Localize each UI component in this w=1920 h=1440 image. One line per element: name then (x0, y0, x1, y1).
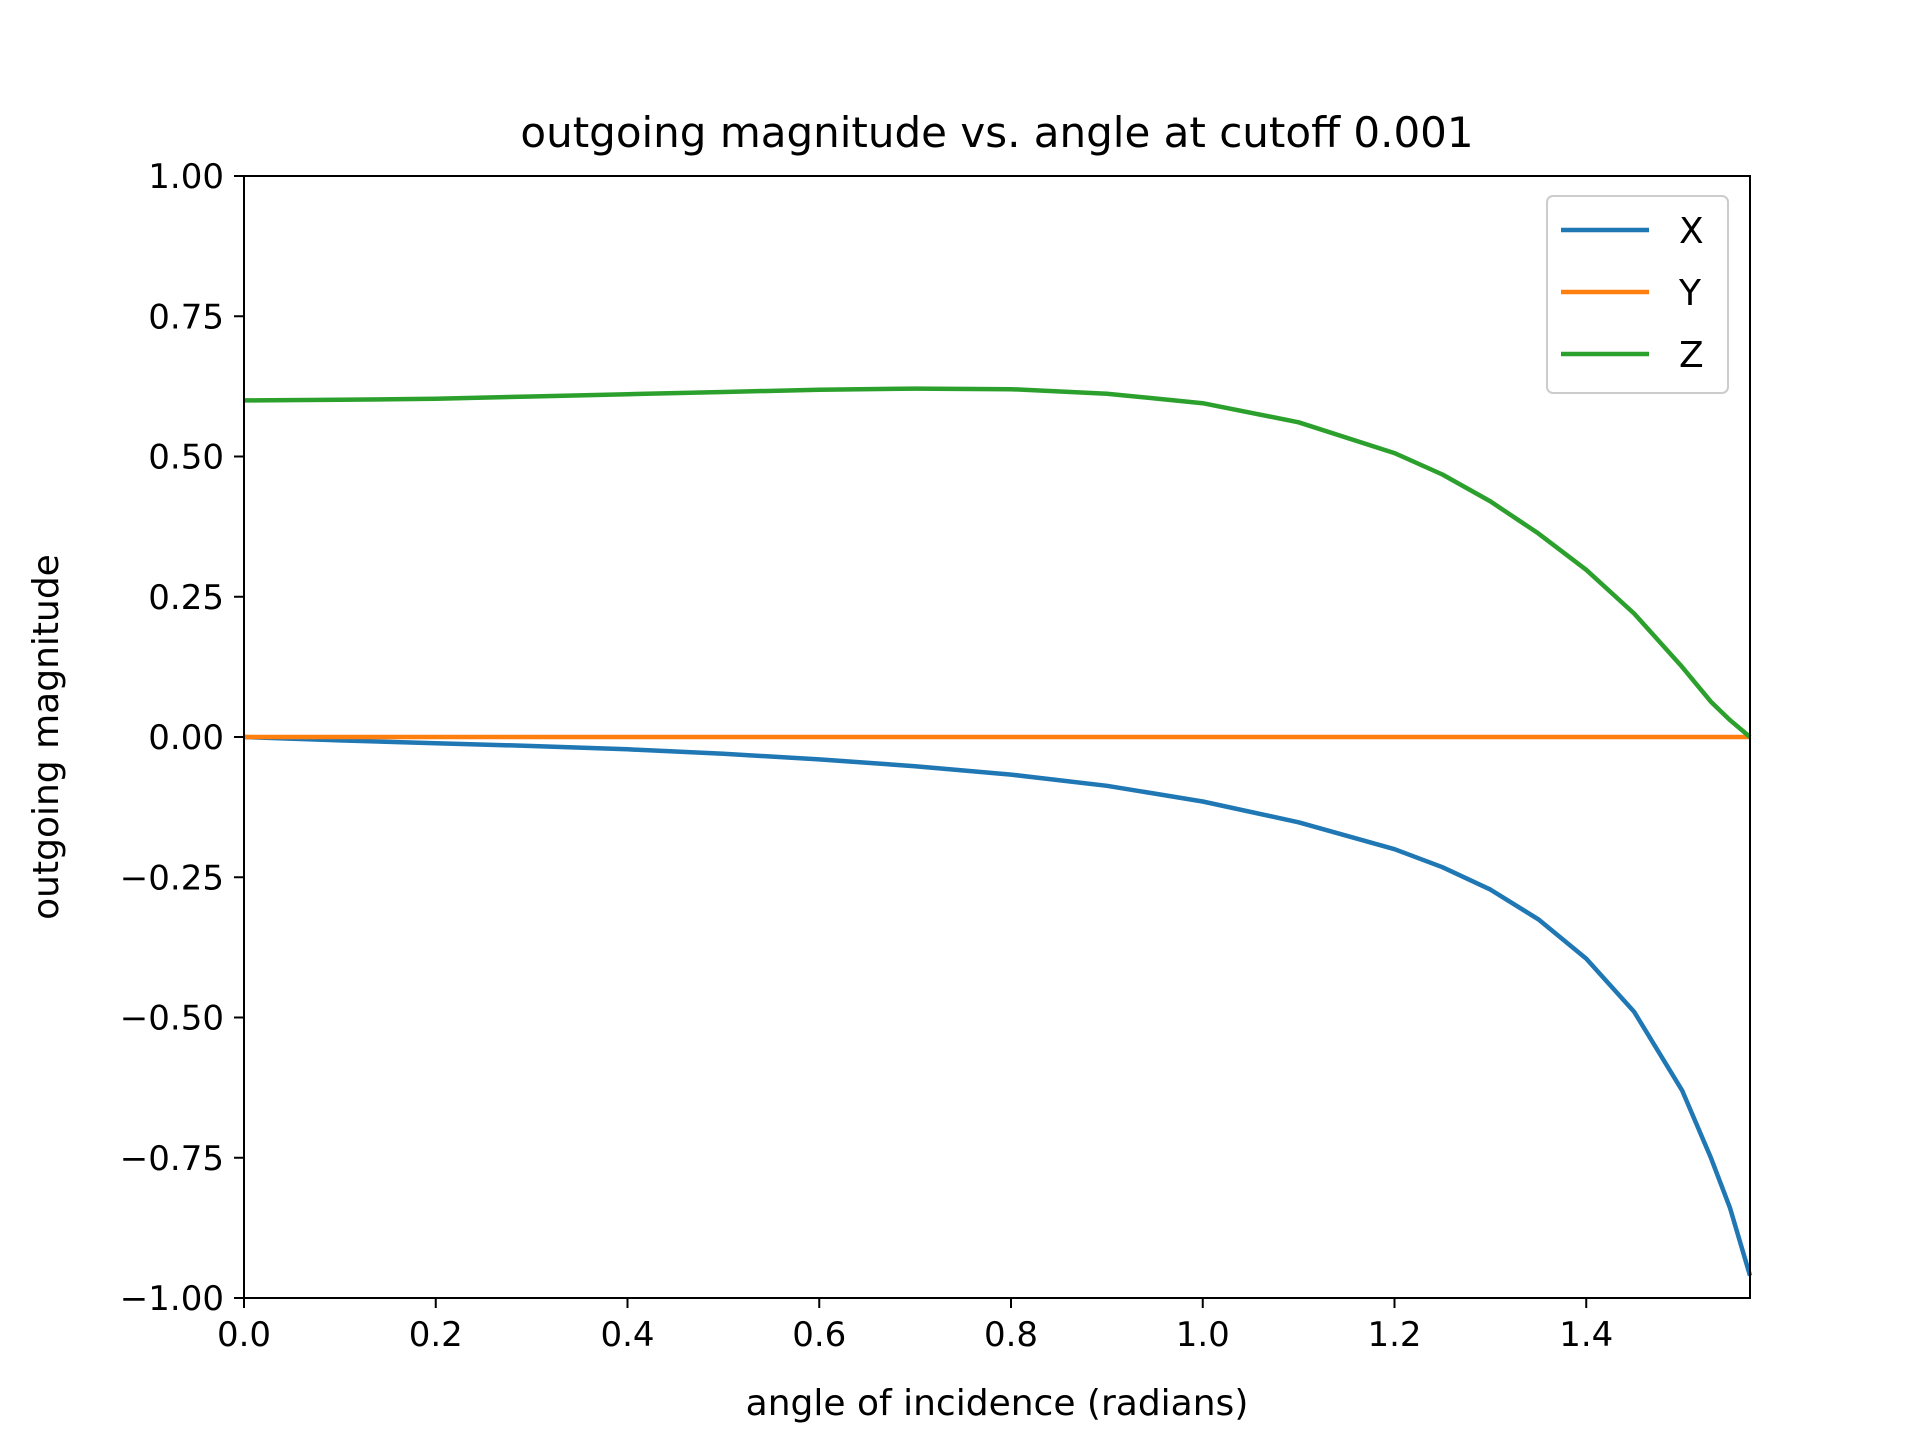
y-tick-label: 0.75 (148, 297, 224, 337)
x-tick-label: 1.0 (1176, 1315, 1230, 1355)
legend-box (1546, 195, 1729, 394)
y-axis-label: outgoing magnitude (26, 554, 67, 920)
x-axis: 0.0 0.2 0.4 0.6 0.8 1.0 1.2 1.4 (217, 1298, 1613, 1355)
y-tick-label: −0.75 (120, 1139, 224, 1179)
y-tick-label: 0.50 (148, 438, 224, 478)
y-axis: 1.00 0.75 0.50 0.25 0.00 −0.25 −0.50 −0.75 −1.00 (120, 157, 244, 1319)
y-tick-label: 0.00 (148, 718, 224, 758)
chart-title: outgoing magnitude vs. angle at cutoff 0… (520, 108, 1473, 157)
legend: XYZ (1546, 195, 1729, 394)
series-line-x (243, 734, 1753, 1277)
y-tick-label: −0.25 (120, 858, 224, 898)
series-line-z (243, 386, 1752, 739)
legend-label-x: X (1679, 211, 1704, 252)
x-tick-label: 0.4 (600, 1315, 654, 1355)
y-tick-label: 1.00 (148, 157, 224, 197)
x-tick-label: 0.6 (792, 1315, 846, 1355)
x-tick-label: 1.4 (1559, 1315, 1613, 1355)
legend-label-y: Y (1678, 273, 1702, 314)
x-tick-label: 0.0 (217, 1315, 271, 1355)
y-tick-label: −0.50 (120, 999, 224, 1039)
x-axis-label: angle of incidence (radians) (746, 1383, 1249, 1424)
y-tick-label: 0.25 (148, 578, 224, 618)
legend-label-z: Z (1679, 335, 1704, 376)
x-tick-label: 0.8 (984, 1315, 1038, 1355)
y-tick-label: −1.00 (120, 1279, 224, 1319)
x-tick-label: 0.2 (409, 1315, 463, 1355)
x-tick-label: 1.2 (1367, 1315, 1421, 1355)
plot-area (243, 175, 1753, 1299)
